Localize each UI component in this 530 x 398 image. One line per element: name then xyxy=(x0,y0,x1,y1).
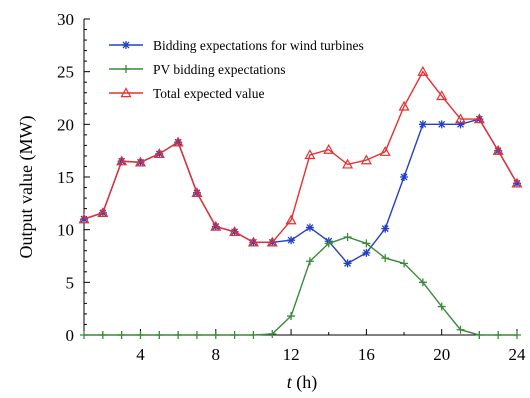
triangle-marker xyxy=(153,148,165,159)
triangle-marker xyxy=(78,213,90,224)
plus-marker xyxy=(418,278,427,287)
plus-marker xyxy=(122,65,130,73)
triangle-marker xyxy=(455,113,467,124)
series-line xyxy=(83,70,518,244)
triangle-marker xyxy=(191,187,203,197)
star-marker xyxy=(305,223,314,232)
x-tick-label: 12 xyxy=(283,345,300,364)
plus-marker xyxy=(211,331,220,339)
plus-marker xyxy=(174,331,183,339)
triangle-marker xyxy=(511,177,523,188)
y-tick-label: 5 xyxy=(66,273,75,292)
x-tick-label: 8 xyxy=(212,345,221,364)
y-tick-label: 0 xyxy=(66,326,75,345)
triangle-marker xyxy=(266,236,278,247)
plus-marker xyxy=(400,259,409,268)
legend-item: PV bidding expectations xyxy=(109,62,286,77)
y-tick-label: 30 xyxy=(57,10,74,29)
plus-marker xyxy=(155,331,164,339)
plus-marker xyxy=(268,329,277,338)
triangle-marker xyxy=(120,87,132,98)
triangle-marker xyxy=(417,65,429,76)
triangle-marker xyxy=(342,158,354,169)
star-marker xyxy=(456,120,465,129)
x-tick-label: 4 xyxy=(136,345,145,364)
y-tick-label: 25 xyxy=(57,63,74,82)
star-marker xyxy=(287,236,296,245)
plus-marker xyxy=(287,312,296,321)
star-marker xyxy=(80,215,88,224)
series-line xyxy=(84,236,517,336)
x-tick-label: 20 xyxy=(433,345,450,364)
plus-marker xyxy=(305,257,314,266)
x-tick-label: 16 xyxy=(358,345,375,364)
star-marker xyxy=(418,120,427,129)
star-marker xyxy=(513,179,521,188)
series-line xyxy=(83,118,518,265)
x-axis-unit: (h) xyxy=(292,372,318,393)
plus-marker xyxy=(249,331,258,339)
triangle-marker xyxy=(247,236,259,247)
triangle-marker xyxy=(134,156,146,167)
plus-marker xyxy=(381,254,390,263)
legend-item: Total expected value xyxy=(109,86,265,101)
series-2 xyxy=(80,233,521,339)
plus-marker xyxy=(230,331,239,339)
plus-marker xyxy=(343,233,352,242)
plus-marker xyxy=(80,331,88,339)
triangle-marker xyxy=(398,100,410,111)
triangle-marker xyxy=(172,136,184,147)
plus-marker xyxy=(98,331,107,339)
legend-label: Total expected value xyxy=(153,86,265,101)
y-tick-label: 20 xyxy=(57,115,74,134)
axes: 0 5 10 15 20 25 30 4 8 12 16 20 24 xyxy=(57,10,526,364)
plus-marker xyxy=(324,239,333,248)
y-tick-label: 15 xyxy=(57,168,74,187)
x-tick-label: 24 xyxy=(509,345,527,364)
star-marker xyxy=(400,173,409,181)
plus-marker xyxy=(136,331,145,339)
star-marker xyxy=(381,224,390,233)
star-marker xyxy=(437,120,446,129)
plus-marker xyxy=(456,325,465,334)
series-layer xyxy=(78,65,523,339)
legend-item: Bidding expectations for wind turbines xyxy=(109,38,364,53)
legend-label: Bidding expectations for wind turbines xyxy=(153,38,364,53)
plus-marker xyxy=(513,331,521,339)
triangle-marker xyxy=(323,143,335,154)
x-axis-title: t (h) xyxy=(287,372,318,393)
plus-marker xyxy=(362,239,371,248)
series-3 xyxy=(78,65,523,247)
legend-label: PV bidding expectations xyxy=(153,62,286,77)
plus-marker xyxy=(494,331,503,339)
legend: Bidding expectations for wind turbines PV… xyxy=(109,38,364,101)
series-1 xyxy=(80,115,521,268)
plus-marker xyxy=(475,331,484,339)
x-axis-variable: t xyxy=(287,372,293,392)
triangle-marker xyxy=(379,145,391,156)
plus-marker xyxy=(192,331,201,339)
star-marker xyxy=(362,248,371,257)
star-marker xyxy=(122,41,130,49)
triangle-marker xyxy=(304,149,316,160)
star-marker xyxy=(343,259,352,268)
triangle-marker xyxy=(473,113,485,124)
y-tick-label: 10 xyxy=(57,221,74,240)
triangle-marker xyxy=(229,226,241,236)
triangle-marker xyxy=(285,214,297,225)
triangle-marker xyxy=(436,90,448,101)
triangle-marker xyxy=(116,155,128,166)
triangle-marker xyxy=(210,220,222,231)
triangle-marker xyxy=(360,154,372,165)
plus-marker xyxy=(437,302,446,311)
triangle-marker xyxy=(97,207,109,218)
triangle-marker xyxy=(492,144,504,155)
y-axis-title: Output value (MW) xyxy=(16,116,37,259)
plus-marker xyxy=(117,331,126,339)
